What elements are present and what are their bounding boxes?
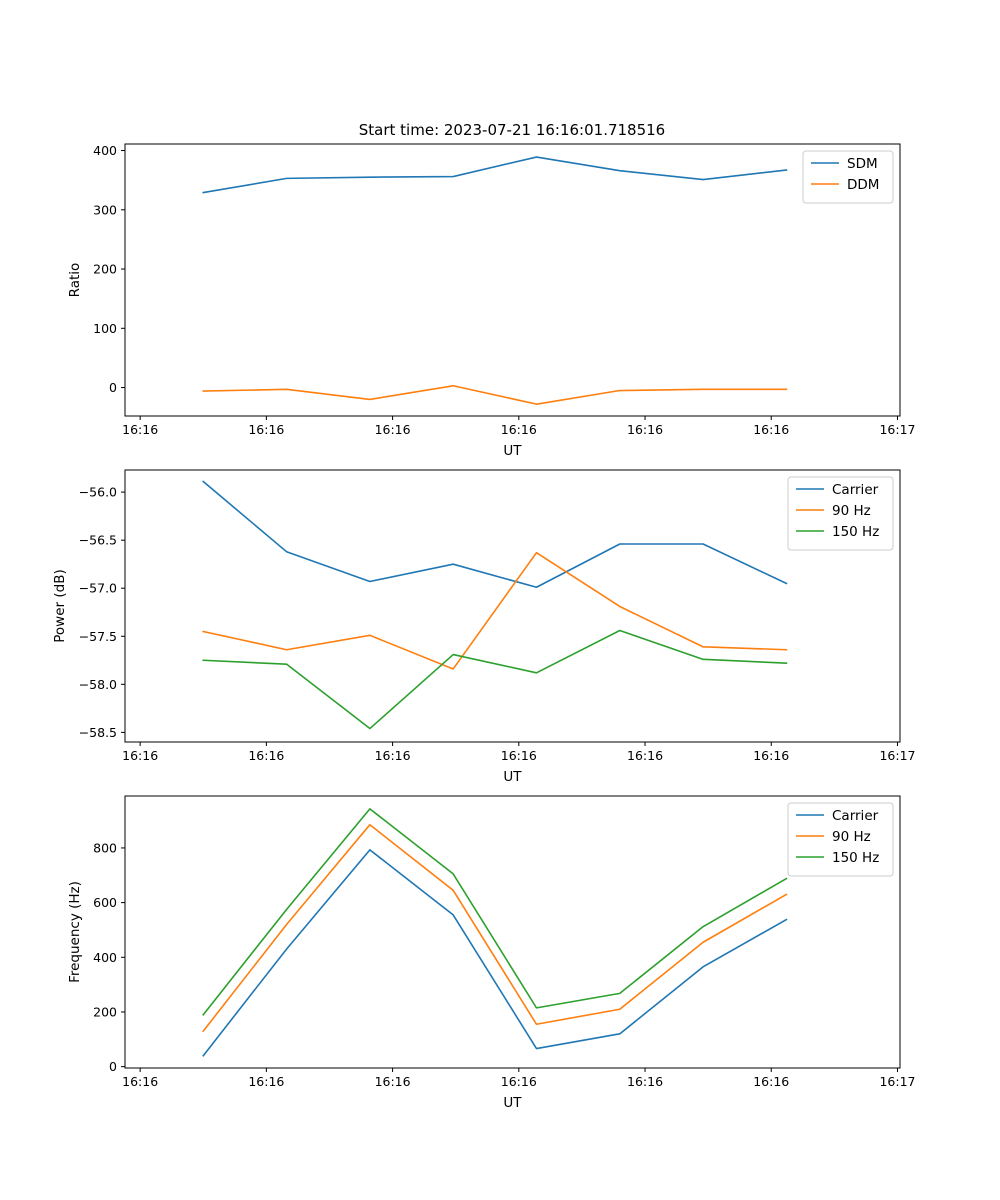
y-tick-label: 300	[93, 202, 117, 217]
y-tick-label: −58.0	[79, 677, 117, 692]
x-tick-label: 16:16	[122, 748, 158, 763]
y-tick-label: 800	[93, 840, 117, 855]
x-axis-label: UT	[503, 443, 522, 459]
legend: SDM DDM	[802, 150, 894, 204]
y-tick-label: 0	[109, 1059, 117, 1074]
x-tick-label: 16:16	[753, 748, 789, 763]
y-axis-label: Power (dB)	[52, 569, 68, 642]
y-axis-label: Frequency (Hz)	[67, 881, 83, 983]
y-tick-label: 0	[109, 380, 117, 395]
x-tick-label: 16:16	[122, 1074, 158, 1089]
subplot-3: 16:16 16:16 16:16 16:16 16:16 16:16 16:17 0 200 4…	[67, 795, 915, 1111]
x-tick-label: 16:16	[753, 1074, 789, 1089]
x-tick-label: 16:16	[753, 422, 789, 437]
legend-label: 150 Hz	[832, 524, 879, 540]
series-line-carrier	[202, 480, 788, 589]
chart-title: Start time: 2023-07-21 16:16:01.718516	[359, 121, 665, 139]
x-tick-label: 16:16	[375, 748, 411, 763]
y-tick-label: 600	[93, 895, 117, 910]
x-axis-label: UT	[503, 1095, 522, 1111]
x-tick-label: 16:16	[501, 748, 537, 763]
legend-label: SDM	[847, 156, 878, 172]
y-tick-label: 400	[93, 950, 117, 965]
x-tick-label: 16:17	[879, 1074, 915, 1089]
x-tick-label: 16:17	[879, 422, 915, 437]
legend: Carrier 90 Hz 150 Hz	[787, 476, 894, 551]
x-tick-label: 16:16	[501, 1074, 537, 1089]
legend-label: DDM	[847, 177, 879, 193]
x-tick-label: 16:16	[248, 1074, 284, 1089]
y-tick-label: 200	[93, 262, 117, 277]
x-tick-label: 16:16	[627, 748, 663, 763]
x-tick-label: 16:16	[627, 1074, 663, 1089]
x-axis-label: UT	[503, 769, 522, 785]
series-line-150-hz	[202, 629, 788, 730]
legend: Carrier 90 Hz 150 Hz	[787, 802, 894, 877]
legend-box	[802, 150, 894, 204]
subplots: 16:16 16:16 16:16 16:16 16:16 16:16 16:17 0 100 2…	[52, 143, 915, 1111]
axes-frame	[124, 469, 901, 743]
series-line-90-hz	[202, 551, 788, 670]
y-tick-label: −56.5	[79, 533, 117, 548]
y-tick-label: 400	[93, 143, 117, 158]
legend-label: 150 Hz	[832, 850, 879, 866]
axes-frame	[124, 795, 901, 1069]
y-axis-label: Ratio	[67, 263, 83, 298]
subplot-2: 16:16 16:16 16:16 16:16 16:16 16:16 16:17 −56.0…	[52, 469, 915, 785]
y-tick-label: −57.0	[79, 581, 117, 596]
subplot-1: 16:16 16:16 16:16 16:16 16:16 16:16 16:17 0 100 2…	[67, 143, 915, 459]
x-tick-label: 16:16	[122, 422, 158, 437]
y-tick-label: −56.0	[79, 485, 117, 500]
legend-label: 90 Hz	[832, 503, 871, 519]
legend-label: 90 Hz	[832, 829, 871, 845]
y-tick-label: −57.5	[79, 629, 117, 644]
legend-label: Carrier	[832, 482, 879, 498]
series-line-ddm	[202, 384, 788, 405]
series-line-90-hz	[202, 823, 788, 1033]
x-tick-label: 16:16	[627, 422, 663, 437]
series-line-carrier	[202, 849, 788, 1057]
axes-frame	[124, 143, 901, 417]
x-tick-label: 16:16	[248, 748, 284, 763]
series-line-150-hz	[202, 808, 788, 1016]
y-tick-label: 100	[93, 321, 117, 336]
x-tick-label: 16:16	[375, 1074, 411, 1089]
y-tick-label: 200	[93, 1004, 117, 1019]
y-tick-label: −58.5	[79, 725, 117, 740]
x-tick-label: 16:16	[501, 422, 537, 437]
x-tick-label: 16:16	[248, 422, 284, 437]
x-tick-label: 16:17	[879, 748, 915, 763]
legend-label: Carrier	[832, 808, 879, 824]
x-tick-label: 16:16	[375, 422, 411, 437]
series-line-sdm	[202, 156, 788, 194]
